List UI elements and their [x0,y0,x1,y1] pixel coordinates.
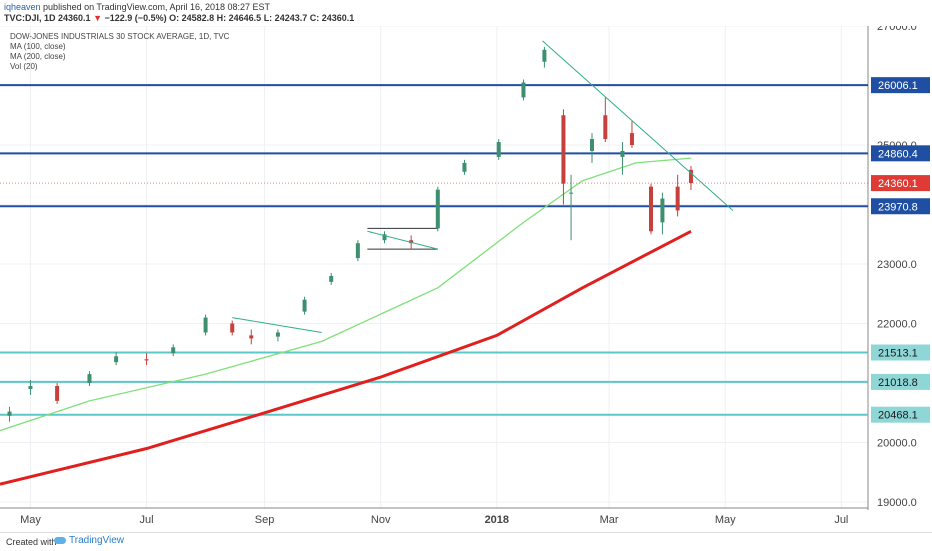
price-tag-bg [871,77,930,94]
y-tick-label: 23000.0 [877,259,917,271]
price-tag-label: 24860.4 [878,148,918,160]
trendline [367,230,438,250]
x-tick-label: 2018 [485,514,509,526]
x-tick-label: Mar [600,514,619,526]
price-tag-bg [871,373,930,390]
y-tick-label: 19000.0 [877,497,917,509]
x-tick-label: May [715,514,736,526]
candle-body [603,115,608,140]
range-box [367,227,438,250]
price-tag-bg [871,198,930,215]
last-price-tag-label: 24360.1 [878,178,918,190]
candle-body [302,299,307,312]
x-tick-label: Jul [140,514,154,526]
candle-body [7,411,12,416]
low-value: L: 24243.7 [263,13,308,23]
candle-body [688,169,693,184]
candle-body [675,186,680,211]
trendline [542,40,734,211]
candle-body [496,142,501,157]
legend-vol[interactable]: Vol (20) [10,62,38,71]
publish-line: iqheaven published on TradingView.com, A… [4,2,270,12]
price-tag-bg [871,406,930,423]
candle-body [275,332,280,337]
price-tag-bg [871,344,930,361]
candle-body [87,374,92,384]
candle-body [28,386,33,389]
last-price-tag-bg [871,175,930,192]
candle-body [589,139,594,151]
x-tick-label: May [20,514,41,526]
candle-body [355,243,360,259]
candle-body [569,192,574,194]
close-value: C: 24360.1 [309,13,355,23]
publish-info: published on TradingView.com, April 16, … [40,2,271,12]
price-axis[interactable]: 19000.020000.021000.022000.023000.024000… [871,21,930,509]
chart-header: iqheaven published on TradingView.com, A… [0,0,932,26]
ma200-line [0,229,692,486]
tradingview-logo[interactable]: TradingView [54,535,124,546]
price-tag-label: 23970.8 [878,201,918,213]
time-axis[interactable]: May Jul Sep Nov 2018 Mar May Jul [20,514,848,526]
candles [7,46,693,422]
candle-body [249,335,254,339]
high-value: H: 24646.5 [216,13,262,23]
price-tag-label: 21018.8 [878,377,918,389]
candle-body [230,323,235,333]
candle-body [144,359,149,361]
candle-body [55,386,60,401]
symbol-label: TVC:DJI, 1D [4,13,56,23]
price-tag-label: 26006.1 [878,80,918,92]
legend-ma200[interactable]: MA (200, close) [10,52,66,61]
footer: Created with TradingView [0,532,932,551]
price-tag-label: 20468.1 [878,410,918,422]
trendline [232,317,322,333]
price-levels [0,84,868,416]
last-value: 24360.1 [58,13,91,23]
open-value: O: 24582.8 [169,13,215,23]
trendlines [232,40,734,333]
candle-body [462,162,467,172]
candle-body [171,347,176,354]
candle-body [203,317,208,333]
brand-name: TradingView [69,535,125,546]
legend-ma100[interactable]: MA (100, close) [10,42,66,51]
y-tick-label: 22000.0 [877,319,917,331]
candle-body [629,133,634,146]
down-arrow-icon: ▼ [93,13,103,23]
candle-body [114,356,119,363]
candle-body [521,82,526,98]
created-with-text: Created with [6,537,57,547]
legend-title: DOW-JONES INDUSTRIALS 30 STOCK AVERAGE, … [10,32,230,41]
cloud-icon [54,536,66,544]
x-tick-label: Jul [834,514,848,526]
x-tick-label: Sep [255,514,275,526]
author-link[interactable]: iqheaven [4,2,41,12]
ohlc-line: TVC:DJI, 1D 24360.1 ▼ −122.9 (−0.5%) O: … [4,13,354,23]
price-tag-bg [871,145,930,162]
candle-body [649,186,653,232]
candle-body [542,49,547,62]
ma100-line [0,157,692,432]
price-tag-label: 21513.1 [878,348,918,360]
indicator-legend: DOW-JONES INDUSTRIALS 30 STOCK AVERAGE, … [10,32,229,72]
y-tick-label: 20000.0 [877,438,917,450]
moving-averages [0,157,692,486]
candle-body [382,234,387,241]
candle-body [660,198,665,223]
change-value: −122.9 (−0.5%) [104,13,167,23]
grid [0,25,869,510]
candle-body [620,150,625,157]
candle-body [409,240,414,244]
candle-body [329,275,334,282]
candle-body [561,115,566,184]
x-tick-label: Nov [371,514,391,526]
candle-body [435,189,440,229]
